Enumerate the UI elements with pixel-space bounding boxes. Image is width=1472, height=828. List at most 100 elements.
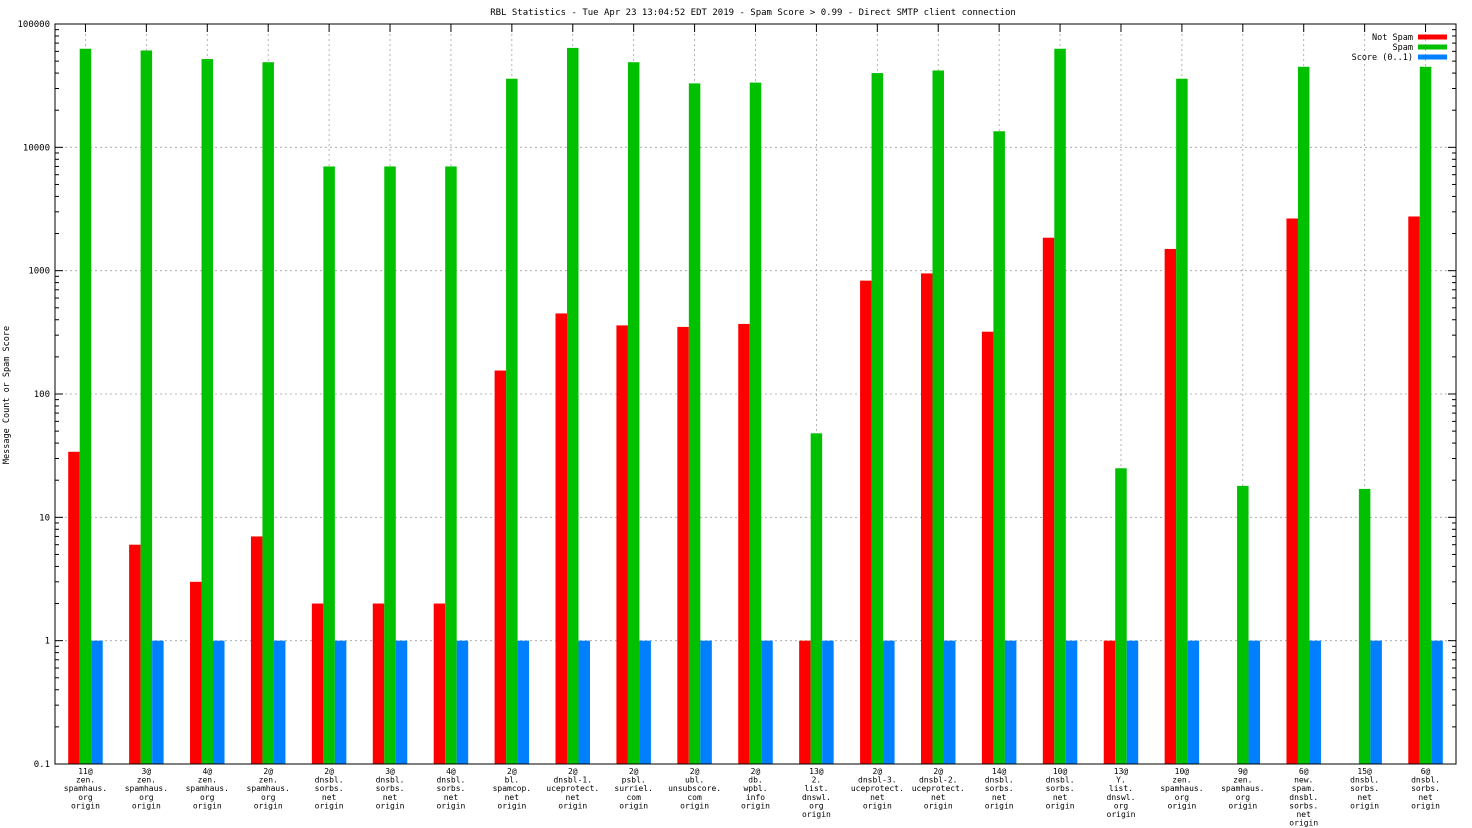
y-tick-label: 0.1 [34, 760, 50, 770]
x-tick-label-line: origin [1350, 801, 1379, 810]
x-tick-label-line: origin [436, 801, 465, 810]
bar [1187, 640, 1200, 764]
bar [920, 273, 933, 764]
bar [68, 451, 80, 764]
x-tick-label-line: sorbs. [436, 784, 465, 793]
x-tick-label-line: origin [863, 801, 892, 810]
x-tick-label-line: 2@ [263, 767, 273, 776]
x-tick-label-line: list. [1109, 784, 1133, 793]
x-tick-label-line: spamcop. [493, 784, 532, 793]
x-tick-label-line: dnsbl-2. [919, 776, 958, 785]
bar [981, 331, 994, 764]
x-tick-label-line: dnsbl-1. [553, 776, 592, 785]
x-tick-label-line: origin [315, 801, 344, 810]
x-tick-label-line: zen. [76, 776, 95, 785]
x-tick-label: 11@ zen. spamhaus. org origin [64, 767, 107, 810]
x-tick-label-line: origin [1228, 801, 1257, 810]
bar [749, 82, 762, 764]
bar [190, 581, 202, 764]
y-tick-label: 1000 [28, 267, 50, 277]
bar [860, 280, 872, 764]
bars-group [68, 47, 1443, 765]
x-tick-label-line: origin [1411, 801, 1440, 810]
x-tick-label: 14@ dnsbl. sorbs. net origin [985, 767, 1014, 810]
bar [810, 433, 823, 764]
chart-title: RBL Statistics - Tue Apr 23 13:04:52 EDT… [490, 8, 1016, 18]
x-tick-label-line: origin [619, 801, 648, 810]
x-tick-label-line: spamhaus. [1160, 784, 1203, 793]
x-tick-label-line: origin [741, 801, 770, 810]
bar [616, 325, 628, 764]
bar [456, 640, 469, 764]
x-tick-label: 10@ dnsbl. sorbs. net origin [1046, 767, 1075, 810]
bar [1054, 48, 1066, 765]
bar [1115, 468, 1127, 764]
bar [433, 603, 446, 764]
y-tick-label: 10000 [23, 143, 50, 153]
x-tick-label-line: db. [748, 776, 762, 785]
bar [1126, 640, 1139, 764]
bar [943, 640, 956, 764]
bar [1248, 640, 1261, 764]
x-tick-label-line: 2@ [507, 767, 517, 776]
x-tick-label-line: origin [497, 801, 526, 810]
x-tick-label-line: info [746, 793, 765, 802]
bar [688, 83, 701, 764]
bar [323, 166, 335, 764]
bar [738, 323, 750, 764]
x-tick-label-line: 6@ [1421, 767, 1431, 776]
x-tick-label: 9@ zen. spamhaus. org origin [1221, 767, 1264, 810]
bar [1042, 237, 1055, 765]
x-tick-label-line: dnsbl. [1350, 776, 1379, 785]
x-tick-label-line: 2@ [690, 767, 700, 776]
bar [871, 73, 884, 764]
x-tick-label-line: Y. [1116, 776, 1126, 785]
x-tick-label: 15@ dnsbl. sorbs. net origin [1350, 767, 1379, 810]
bar [677, 326, 689, 764]
x-tick-label-line: 13@ [809, 767, 824, 776]
x-tick-label: 3@ zen. spamhaus. org origin [125, 767, 168, 810]
bar [152, 640, 164, 764]
x-tick-label-line: unsubscore. [668, 784, 721, 793]
x-tick-label-line: 2@ [629, 767, 639, 776]
bar [140, 50, 153, 764]
y-tick-label: 10 [39, 513, 50, 523]
x-tick-label-line: org [1236, 793, 1251, 802]
legend-swatch [1418, 34, 1447, 40]
x-tick-label: 4@ zen. spamhaus. org origin [186, 767, 229, 810]
bar [201, 59, 214, 765]
bar [932, 70, 944, 764]
x-tick-label-line: sorbs. [1289, 801, 1318, 810]
x-tick-label-line: origin [924, 801, 953, 810]
x-tick-label: 2@ zen. spamhaus. org origin [247, 767, 290, 810]
x-tick-label-line: org [139, 793, 154, 802]
x-tick-label-line: dnsbl-3. [858, 776, 897, 785]
x-tick-label-line: net [444, 793, 459, 802]
bar [79, 48, 92, 765]
x-tick-label-line: 2@ [873, 767, 883, 776]
x-tick-label-line: org [200, 793, 215, 802]
x-tick-label-line: net [931, 793, 946, 802]
x-tick-label-line: spamhaus. [247, 784, 290, 793]
x-tick-label-line: origin [1167, 801, 1196, 810]
x-tick-label-line: uceprotect. [912, 784, 965, 793]
x-tick-label-line: 9@ [1238, 767, 1248, 776]
x-tick-label-line: uceprotect. [546, 784, 599, 793]
x-tick-label-line: net [322, 793, 337, 802]
x-tick-label: 6@ new. spam. dnsbl. sorbs. net origin [1289, 767, 1318, 828]
x-tick-label-line: 2@ [751, 767, 761, 776]
y-tick-label: 100 [34, 390, 50, 400]
x-tick-label-line: net [1418, 793, 1433, 802]
x-tick-label: 2@ dnsbl-3. uceprotect. net origin [851, 767, 904, 810]
bar [1237, 485, 1249, 764]
legend-swatch [1418, 54, 1447, 60]
x-tick-label-line: 11@ [78, 767, 93, 776]
bar [1370, 640, 1382, 764]
bar [1358, 488, 1371, 764]
x-tick-label-line: bl. [505, 776, 519, 785]
x-tick-label-line: origin [802, 810, 831, 819]
x-tick-label: 4@ dnsbl. sorbs. net origin [436, 767, 465, 810]
x-tick-label-line: 3@ [142, 767, 152, 776]
x-tick-label-line: 10@ [1053, 767, 1068, 776]
x-tick-label-line: net [505, 793, 520, 802]
